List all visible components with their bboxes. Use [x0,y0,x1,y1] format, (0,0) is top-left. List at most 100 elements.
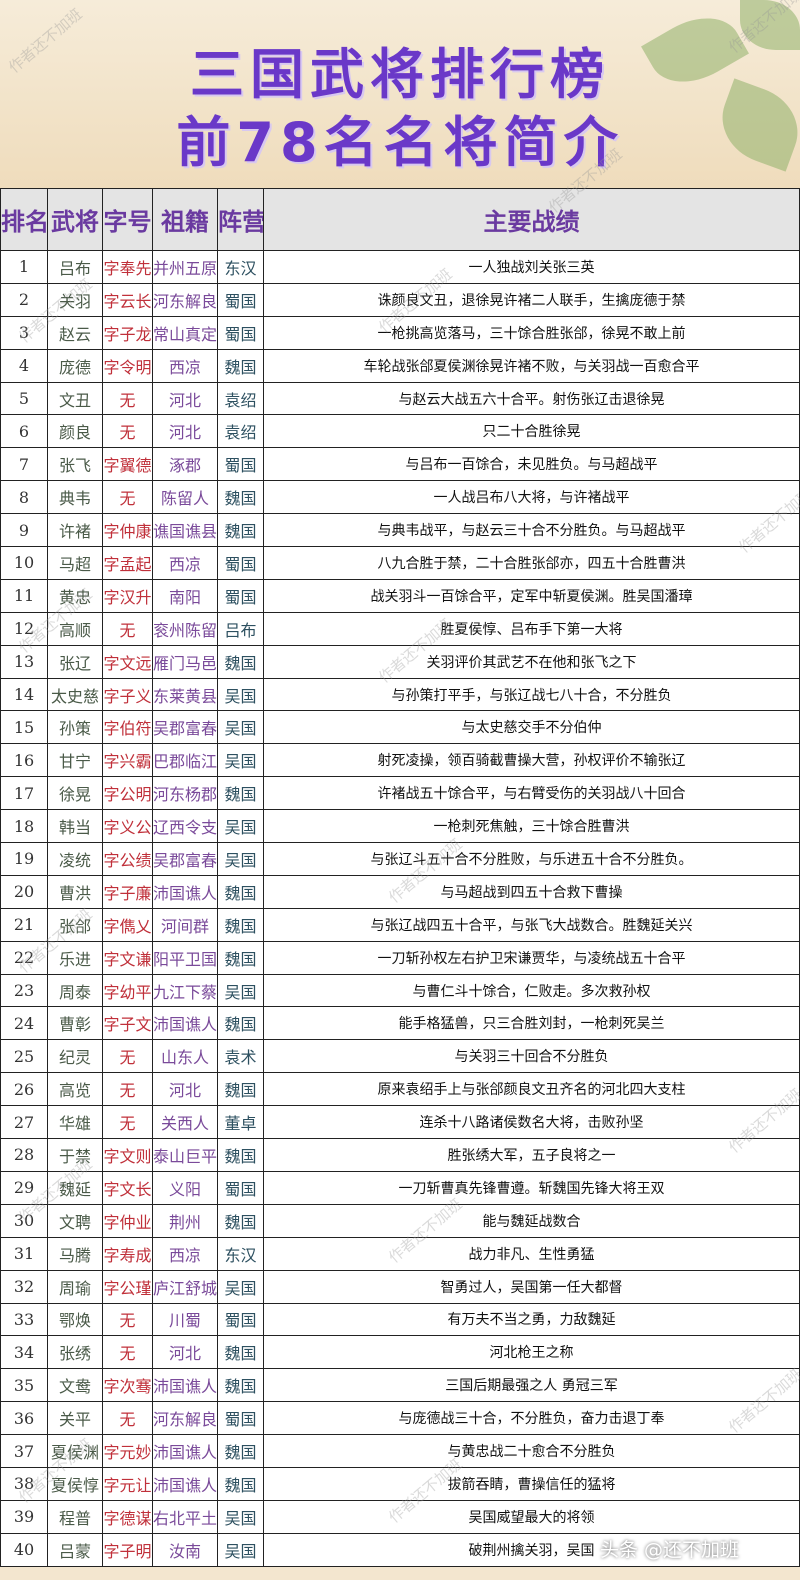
origin-cell: 涿郡 [152,447,218,482]
table-row: 5 文丑无河北 袁绍 与赵云大战五六十合平。射伤张辽击退徐晃 [0,381,800,416]
table-row: 32 周瑜 字公瑾 庐江舒城 吴国 智勇过人，吴国第一任大都督 [0,1269,800,1304]
achievements-cell: 能与魏延战数合 [263,1203,800,1238]
courtesy-name-cell: 字仲康 [102,513,153,548]
achievements-cell: 一刀斩孙权左右护卫宋谦贾华，与凌统战五十合平 [263,940,800,975]
rank-cell: 15 [0,710,48,745]
origin-cell: 巴郡临江 [152,743,218,778]
courtesy-name-cell: 字元妙 [102,1434,153,1468]
rank-cell: 27 [0,1105,48,1140]
general-cell: 曹彰 [47,1006,103,1041]
rank-cell: 39 [0,1499,48,1534]
courtesy-name-cell: 字义公 [102,809,153,844]
origin-cell: 沛国谯人 [152,1434,218,1468]
courtesy-name-cell: 字令明 [102,348,153,383]
faction-cell: 蜀国 [217,447,264,482]
rank-cell: 20 [0,874,48,909]
achievements-cell: 与黄忠战二十愈合不分胜负 [263,1434,800,1468]
table-row: 27 华雄无关西人 董卓 连杀十八路诸侯数名大将，击败孙坚 [0,1105,800,1140]
general-cell: 吕蒙 [47,1532,103,1567]
faction-cell: 吴国 [217,1499,264,1534]
rank-cell: 22 [0,940,48,975]
achievements-cell: 射死凌操，领百骑截曹操大营，孙权评价不输张辽 [263,743,800,778]
courtesy-name-cell: 无 [102,1335,153,1370]
rank-cell: 32 [0,1269,48,1304]
table-row: 31 马腾 字寿成 西凉 东汉 战力非凡、生性勇猛 [0,1236,800,1271]
faction-cell: 魏国 [217,907,264,942]
header-origin: 祖籍 [152,188,218,251]
table-row: 7 张飞 字翼德 涿郡 蜀国 与吕布一百馀合，未见胜负。与马超战平 [0,447,800,482]
faction-cell: 东汉 [217,250,264,284]
origin-cell: 九江下蔡 [152,973,218,1008]
origin-cell: 河北 [152,1072,218,1107]
rank-cell: 8 [0,480,48,515]
table-row: 29 魏延 字文长 义阳 蜀国 一刀斩曹真先锋曹遵。斩魏国先锋大将王双 [0,1170,800,1205]
origin-cell: 右北平土垠 [152,1499,218,1534]
rank-cell: 16 [0,743,48,778]
general-cell: 高顺 [47,611,103,646]
courtesy-name-cell: 字子义 [102,677,153,712]
courtesy-name-cell: 字次骞 [102,1368,153,1403]
achievements-cell: 八九合胜于禁，二十合胜张郃亦，四五十合胜曹洪 [263,546,800,580]
table-row: 24 曹彰 字子文 沛国谯人 魏国 能手格猛兽，只三合胜刘封，一枪刺死吴兰 [0,1006,800,1041]
header-courtesy-name: 字号 [102,188,153,251]
rank-cell: 18 [0,809,48,844]
faction-cell: 吴国 [217,973,264,1008]
rank-cell: 40 [0,1532,48,1567]
table-row: 6 颜良无河北 袁绍 只二十合胜徐晃 [0,414,800,449]
faction-cell: 魏国 [217,1466,264,1501]
general-cell: 凌统 [47,842,103,876]
rank-cell: 10 [0,546,48,580]
courtesy-name-cell: 字元让 [102,1466,153,1501]
faction-cell: 袁术 [217,1039,264,1074]
courtesy-name-cell: 字子明 [102,1532,153,1567]
achievements-cell: 车轮战张郃夏侯渊徐晃许褚不败，与关羽战一百愈合平 [263,348,800,383]
faction-cell: 魏国 [217,1138,264,1172]
origin-cell: 西凉 [152,348,218,383]
courtesy-name-cell: 无 [102,1039,153,1074]
origin-cell: 荆州 [152,1203,218,1238]
achievements-cell: 拔箭吞睛，曹操信任的猛将 [263,1466,800,1501]
achievements-cell: 智勇过人，吴国第一任大都督 [263,1269,800,1304]
table-row: 3 赵云 字子龙 常山真定 蜀国 一枪挑高览落马，三十馀合胜张郃，徐晃不敢上前 [0,315,800,350]
achievements-cell: 有万夫不当之勇，力敌魏延 [263,1302,800,1337]
origin-cell: 河北 [152,414,218,449]
faction-cell: 魏国 [217,1006,264,1041]
header-rank: 排名 [0,188,48,251]
courtesy-name-cell: 字子龙 [102,315,153,350]
achievements-cell: 破荆州擒关羽，吴国 [263,1532,800,1567]
courtesy-name-cell: 字兴霸 [102,743,153,778]
achievements-cell: 与典韦战平，与赵云三十合不分胜负。与马超战平 [263,513,800,548]
faction-cell: 吴国 [217,710,264,745]
general-cell: 许褚 [47,513,103,548]
table-row: 2 关羽 字云长 河东解良 蜀国 诛颜良文丑，退徐晃许褚二人联手，生擒庞德于禁 [0,282,800,317]
origin-cell: 川蜀 [152,1302,218,1337]
table-row: 33 鄂焕无川蜀 蜀国 有万夫不当之勇，力敌魏延 [0,1302,800,1337]
table-row: 40 吕蒙 字子明 汝南 吴国 破荆州擒关羽，吴国 [0,1532,800,1567]
courtesy-name-cell: 字翼德 [102,447,153,482]
rank-cell: 38 [0,1466,48,1501]
general-cell: 华雄 [47,1105,103,1140]
faction-cell: 蜀国 [217,282,264,317]
rank-cell: 24 [0,1006,48,1041]
rank-cell: 30 [0,1203,48,1238]
courtesy-name-cell: 无 [102,1401,153,1436]
courtesy-name-cell: 无 [102,1072,153,1107]
table-row: 39程普字德谋右北平土垠吴国吴国威望最大的将领 [0,1499,800,1534]
rank-cell: 17 [0,776,48,811]
achievements-cell: 吴国威望最大的将领 [263,1499,800,1534]
achievements-cell: 一枪刺死焦触，三十馀合胜曹洪 [263,809,800,844]
table-row: 15 孙策 字伯符 吴郡富春 吴国 与太史慈交手不分伯仲 [0,710,800,745]
table-row: 13 张辽 字文远 雁门马邑 魏国 关羽评价其武艺不在他和张飞之下 [0,644,800,679]
rank-cell: 33 [0,1302,48,1337]
general-cell: 魏延 [47,1170,103,1205]
achievements-cell: 连杀十八路诸侯数名大将，击败孙坚 [263,1105,800,1140]
achievements-cell: 诛颜良文丑，退徐晃许褚二人联手，生擒庞德于禁 [263,282,800,317]
title-banner: 三国武将排行榜 前78名名将简介 [0,0,800,188]
general-cell: 孙策 [47,710,103,745]
courtesy-name-cell: 字德谋 [102,1499,153,1534]
origin-cell: 谯国谯县 [152,513,218,548]
origin-cell: 汝南 [152,1532,218,1567]
general-cell: 纪灵 [47,1039,103,1074]
faction-cell: 蜀国 [217,1170,264,1205]
table-row: 9 许褚 字仲康 谯国谯县 魏国 与典韦战平，与赵云三十合不分胜负。与马超战平 [0,513,800,548]
